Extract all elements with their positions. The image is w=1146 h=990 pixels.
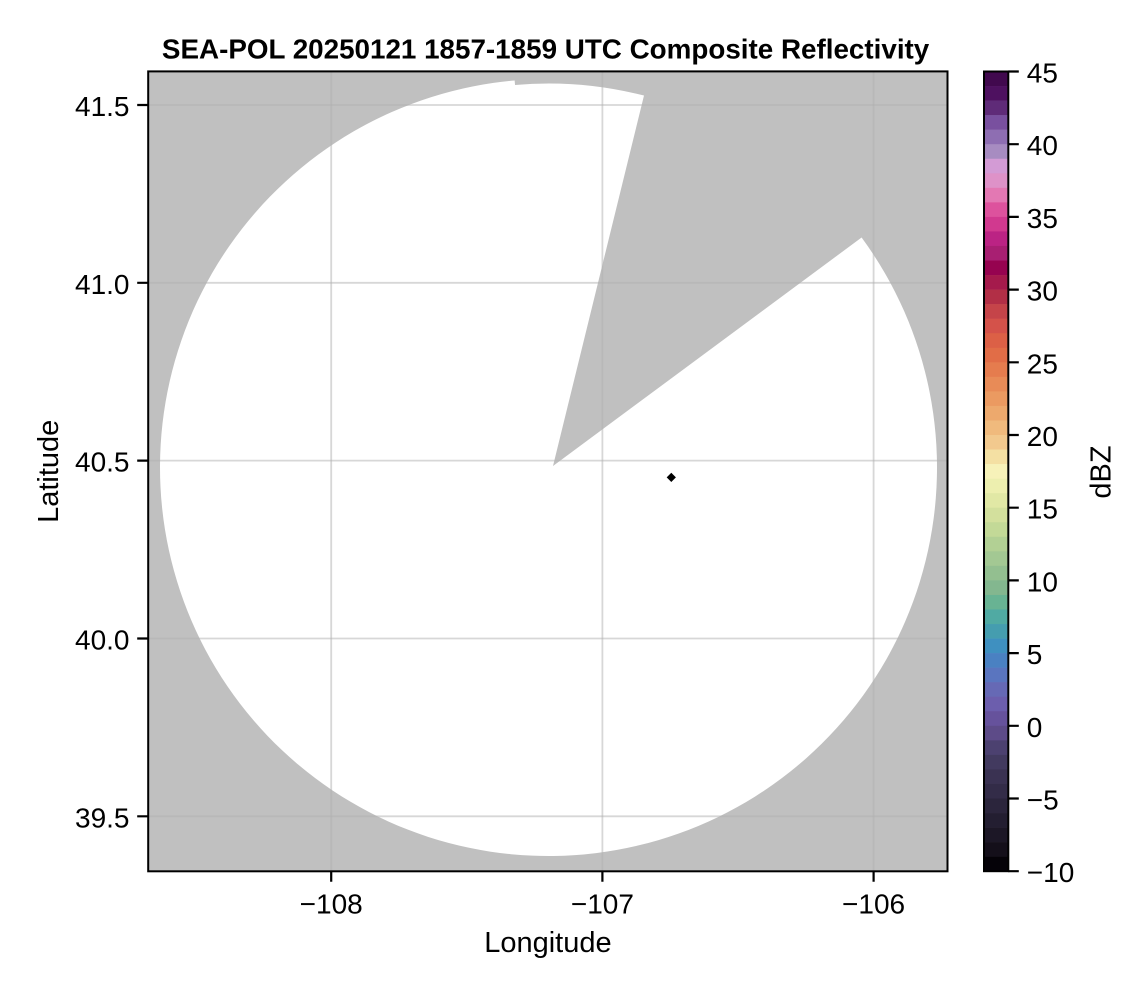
svg-text:SEA-POL 20250121 1857-1859 UTC: SEA-POL 20250121 1857-1859 UTC Composite…	[162, 33, 930, 64]
svg-text:0: 0	[1027, 712, 1043, 743]
svg-text:−108: −108	[300, 889, 363, 920]
svg-text:dBZ: dBZ	[1086, 445, 1118, 498]
svg-text:40: 40	[1027, 130, 1058, 161]
svg-text:Longitude: Longitude	[484, 927, 611, 959]
svg-text:41.5: 41.5	[75, 91, 130, 122]
svg-text:−10: −10	[1027, 857, 1075, 888]
svg-text:10: 10	[1027, 566, 1058, 597]
svg-text:−5: −5	[1027, 785, 1059, 816]
svg-text:39.5: 39.5	[75, 802, 130, 833]
svg-text:40.0: 40.0	[75, 625, 130, 656]
svg-text:41.0: 41.0	[75, 269, 130, 300]
svg-text:−107: −107	[571, 889, 634, 920]
svg-text:45: 45	[1027, 58, 1058, 89]
svg-text:30: 30	[1027, 276, 1058, 307]
svg-text:25: 25	[1027, 348, 1058, 379]
svg-text:5: 5	[1027, 639, 1043, 670]
svg-text:−106: −106	[842, 889, 905, 920]
svg-text:15: 15	[1027, 494, 1058, 525]
svg-text:Latitude: Latitude	[33, 420, 65, 523]
svg-text:40.5: 40.5	[75, 447, 130, 478]
svg-text:20: 20	[1027, 421, 1058, 452]
svg-text:35: 35	[1027, 203, 1058, 234]
